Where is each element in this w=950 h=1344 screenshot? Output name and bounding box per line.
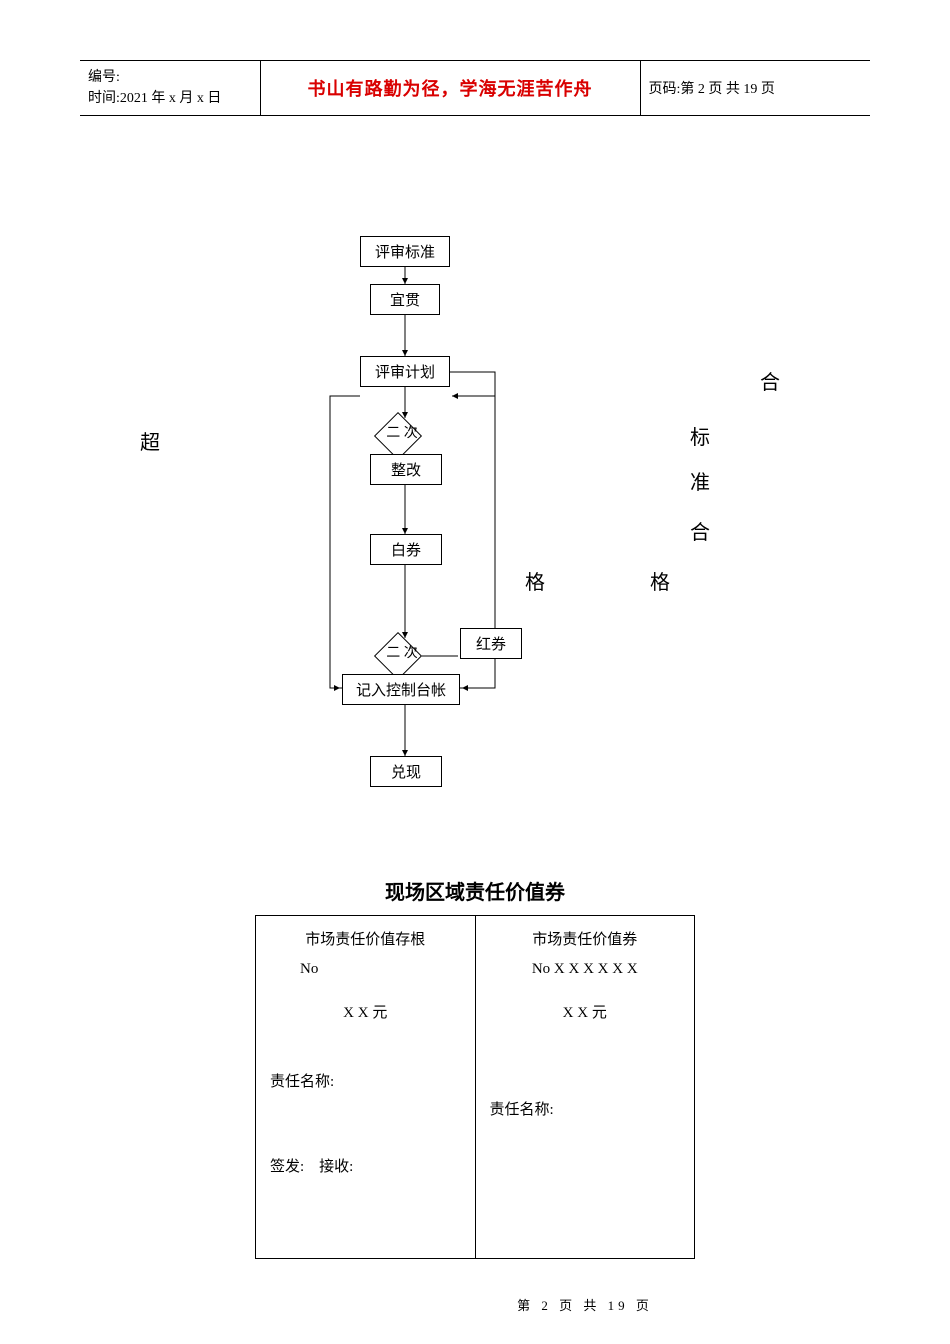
float-zhun: 准 [690,466,710,495]
coupon-left-no: No [270,955,461,984]
float-chao: 超 [140,426,160,455]
coupon-right-resp: 责任名称: [490,1096,681,1125]
header-time-value: 2021 年 x 月 x 日 [120,91,222,106]
decision-2: 二 次 [374,632,422,680]
header-middle-cell: 书山有路勤为径，学海无涯苦作舟 [260,61,640,116]
header-page-value: 第 2 页 共 19 页 [680,82,775,97]
section-title: 现场区域责任价值券 [80,876,870,905]
coupon-left-amount: X X 元 [270,983,461,1068]
node-review-standard: 评审标准 [360,236,450,267]
coupon-left-sign: 签发: [270,1159,304,1175]
float-he2: 合 [690,516,710,545]
coupon-left-resp: 责任名称: [270,1068,461,1097]
header-id-label: 编号: [88,67,252,88]
coupon-left-signrow: 签发: 接收: [270,1153,461,1182]
node-review-plan: 评审计划 [360,356,450,387]
header-time-row: 时间:2021 年 x 月 x 日 [88,88,252,109]
header-table: 编号: 时间:2021 年 x 月 x 日 书山有路勤为径，学海无涯苦作舟 页码… [80,60,870,116]
coupon-left-body: 责任名称: 签发: 接收: [270,1068,461,1248]
node-red-coupon: 红券 [460,628,522,659]
header-time-label: 时间: [88,91,120,106]
node-ledger: 记入控制台帐 [342,674,460,705]
page-container: 编号: 时间:2021 年 x 月 x 日 书山有路勤为径，学海无涯苦作舟 页码… [80,60,870,1259]
node-cash: 兑现 [370,756,442,787]
coupon-table: 市场责任价值存根 No X X 元 责任名称: 签发: 接收: 市场责任价值券 … [255,915,695,1259]
coupon-left-recv: 接收: [319,1159,353,1175]
coupon-right-no: No X X X X X X [490,955,681,984]
node-rectify: 整改 [370,454,442,485]
header-motto: 书山有路勤为径，学海无涯苦作舟 [308,79,593,99]
flowchart-arrows [80,236,870,856]
header-right-cell: 页码:第 2 页 共 19 页 [640,61,870,116]
decision-2-label: 二 次 [386,642,418,662]
decision-1-label: 二 次 [386,422,418,442]
float-biao: 标 [690,421,710,450]
flowchart: 评审标准 宜贯 评审计划 二 次 整改 白券 二 次 红券 记入控制台帐 兑现 … [80,236,870,856]
coupon-left-title: 市场责任价值存根 [270,926,461,955]
coupon-right-amount: X X 元 [490,983,681,1068]
coupon-right-title: 市场责任价值券 [490,926,681,955]
page-footer: 第 2 页 共 19 页 [0,1295,950,1314]
float-ge1: 格 [525,566,545,595]
coupon-left-cell: 市场责任价值存根 No X X 元 责任名称: 签发: 接收: [256,916,476,1259]
decision-1: 二 次 [374,412,422,460]
float-he1: 合 [760,366,780,395]
node-xuanguan: 宜贯 [370,284,440,315]
header-page-label: 页码: [649,82,681,97]
header-left-cell: 编号: 时间:2021 年 x 月 x 日 [80,61,260,116]
node-white-coupon: 白券 [370,534,442,565]
float-ge2: 格 [650,566,670,595]
coupon-right-cell: 市场责任价值券 No X X X X X X X X 元 责任名称: [475,916,695,1259]
coupon-right-body: 责任名称: [490,1068,681,1248]
